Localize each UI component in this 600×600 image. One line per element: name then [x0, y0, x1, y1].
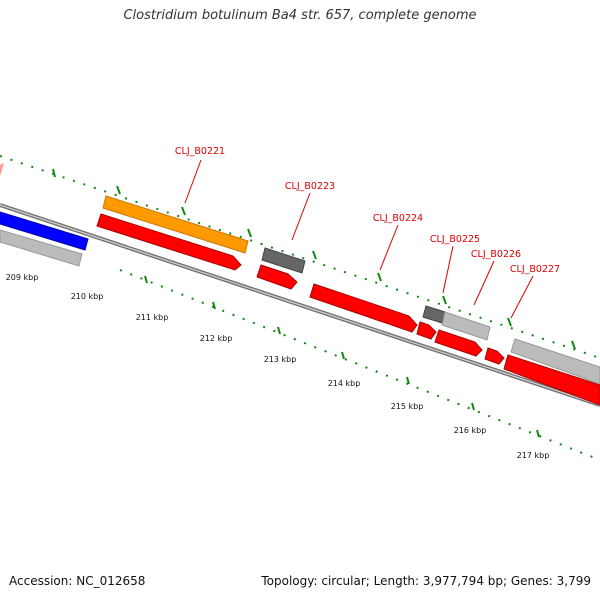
scale-label: 212 kbp	[200, 334, 233, 343]
genome-stats: Topology: circular; Length: 3,977,794 bp…	[261, 574, 591, 588]
scale-label: 216 kbp	[454, 426, 487, 435]
genome-backbone-highlight	[0, 204, 600, 406]
inner-tick	[144, 275, 148, 284]
scale-label: 215 kbp	[391, 402, 424, 411]
map-title: Clostridium botulinum Ba4 str. 657, comp…	[123, 8, 477, 23]
feature-red-arrow-5	[434, 329, 483, 357]
inner-dotted-track	[119, 269, 600, 461]
label-leaders	[184, 159, 534, 319]
leader-line	[379, 224, 399, 271]
feature-dark-CLJ_B0223	[261, 247, 306, 274]
scale-label: 214 kbp	[328, 379, 361, 388]
feature-red-arrow-1	[96, 213, 242, 271]
scale-label: 209 kbp	[6, 273, 39, 282]
gene-label: CLJ_B0227	[510, 264, 560, 275]
outer-tick	[507, 317, 512, 327]
gene-label: CLJ_B0225	[430, 234, 480, 245]
scale-label: 211 kbp	[136, 313, 169, 322]
scale-label: 217 kbp	[517, 451, 550, 460]
feature-red-arrow-6	[484, 347, 505, 365]
inner-ticks	[144, 275, 540, 438]
leader-line	[510, 275, 534, 319]
inner-tick	[471, 402, 475, 411]
feature-orange-CLJ_B0221	[102, 195, 249, 254]
leader-line	[291, 192, 311, 241]
inner-tick	[341, 351, 345, 360]
feature-gray-CLJ_B0227	[510, 338, 600, 385]
outer-tick	[312, 250, 317, 260]
outer-tick	[52, 168, 56, 178]
feature-red-arrow-3	[309, 283, 418, 333]
leader-line	[442, 245, 454, 294]
feature-pink	[0, 163, 4, 176]
leader-line	[473, 260, 495, 306]
inner-tick	[212, 301, 216, 310]
feature-dark-CLJ_B0225	[422, 305, 446, 324]
outer-tick	[442, 295, 447, 305]
feature-blue	[0, 211, 89, 251]
gene-label: CLJ_B0226	[471, 249, 521, 260]
inner-tick	[406, 376, 410, 385]
inner-tick	[536, 429, 540, 438]
gene-label: CLJ_B0223	[285, 181, 335, 192]
feature-red-arrow-4	[416, 321, 437, 340]
outer-tick	[247, 228, 252, 238]
outer-tick	[571, 340, 576, 350]
gene-label: CLJ_B0224	[373, 213, 423, 224]
feature-red-arrow-7	[503, 354, 600, 406]
feature-gray-CLJ_B0226	[441, 311, 491, 341]
inner-tick	[277, 326, 281, 335]
scale-label: 210 kbp	[71, 292, 104, 301]
feature-red-arrow-2	[256, 264, 298, 290]
outer-tick	[181, 206, 186, 216]
outer-tick	[377, 272, 382, 282]
gene-label: CLJ_B0221	[175, 146, 225, 157]
outer-tick	[116, 185, 121, 195]
feature-gray-left	[0, 229, 83, 267]
outer-ticks	[52, 168, 576, 350]
scale-label: 213 kbp	[264, 355, 297, 364]
accession-label: Accession: NC_012658	[9, 574, 146, 588]
leader-line	[184, 159, 202, 204]
